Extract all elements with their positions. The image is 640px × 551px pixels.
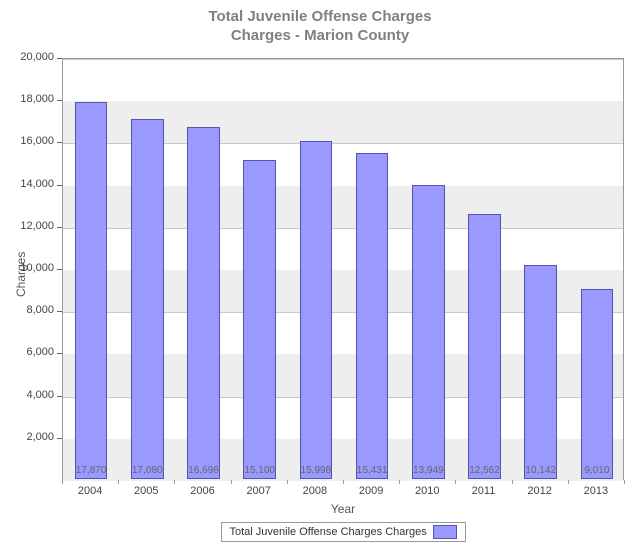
x-tick — [568, 480, 569, 484]
plot-area: 17,870 17,080 16,696 15,100 15,998 15,431 13,9… — [62, 58, 624, 480]
bar-value-label: 15,431 — [357, 465, 388, 476]
bar: 15,998 — [300, 141, 333, 479]
bar: 16,696 — [187, 127, 220, 479]
plot-inner: 17,870 17,080 16,696 15,100 15,998 15,431 13,9… — [63, 59, 623, 479]
y-tick-label: 18,000 — [0, 93, 54, 105]
y-tick-label: 12,000 — [0, 220, 54, 232]
y-tick-label: 14,000 — [0, 178, 54, 190]
x-tick-label: 2012 — [512, 485, 568, 497]
bar: 12,562 — [468, 214, 501, 479]
x-tick — [62, 480, 63, 484]
chart-title: Total Juvenile Offense Charges Charges -… — [0, 8, 640, 46]
y-tick-label: 4,000 — [0, 389, 54, 401]
x-tick — [624, 480, 625, 484]
y-tick-label: 16,000 — [0, 135, 54, 147]
x-tick — [512, 480, 513, 484]
y-tick — [57, 396, 62, 397]
bar-value-label: 16,696 — [188, 465, 219, 476]
x-tick-label: 2013 — [568, 485, 624, 497]
bar: 15,431 — [356, 153, 389, 479]
bar-value-label: 13,949 — [413, 465, 444, 476]
y-tick-label: 2,000 — [0, 431, 54, 443]
y-tick — [57, 438, 62, 439]
x-tick — [455, 480, 456, 484]
y-tick-label: 10,000 — [0, 262, 54, 274]
bar: 9,010 — [581, 289, 614, 479]
legend-label: Total Juvenile Offense Charges Charges — [230, 526, 427, 538]
bar: 15,100 — [243, 160, 276, 479]
y-axis-title: Charges — [14, 252, 28, 297]
x-tick — [231, 480, 232, 484]
y-tick — [57, 58, 62, 59]
bar-value-label: 17,080 — [132, 465, 163, 476]
bar-value-label: 12,562 — [469, 465, 500, 476]
x-tick — [118, 480, 119, 484]
y-tick-label: 8,000 — [0, 304, 54, 316]
y-tick — [57, 269, 62, 270]
gridline — [63, 101, 623, 102]
x-tick — [399, 480, 400, 484]
y-tick — [57, 185, 62, 186]
x-tick-label: 2009 — [343, 485, 399, 497]
bar-value-label: 17,870 — [76, 465, 107, 476]
x-tick-label: 2008 — [287, 485, 343, 497]
chart-title-line2: Charges - Marion County — [0, 27, 640, 46]
x-tick-label: 2011 — [455, 485, 511, 497]
y-tick — [57, 353, 62, 354]
x-tick-label: 2007 — [231, 485, 287, 497]
bar: 10,142 — [524, 265, 557, 479]
y-tick — [57, 100, 62, 101]
chart-container: Total Juvenile Offense Charges Charges -… — [0, 0, 640, 551]
x-tick — [287, 480, 288, 484]
x-axis-title: Year — [62, 502, 624, 516]
x-tick — [174, 480, 175, 484]
legend: Total Juvenile Offense Charges Charges — [221, 522, 466, 542]
bar: 17,080 — [131, 119, 164, 479]
legend-swatch — [433, 525, 457, 539]
chart-title-line1: Total Juvenile Offense Charges — [0, 8, 640, 27]
bar-value-label: 15,100 — [244, 465, 275, 476]
gridline — [63, 59, 623, 60]
x-tick-label: 2004 — [62, 485, 118, 497]
x-tick-label: 2005 — [118, 485, 174, 497]
bar-value-label: 15,998 — [301, 465, 332, 476]
y-tick-label: 6,000 — [0, 346, 54, 358]
bar-value-label: 10,142 — [525, 465, 556, 476]
y-tick-label: 20,000 — [0, 51, 54, 63]
bar: 13,949 — [412, 185, 445, 479]
x-tick — [343, 480, 344, 484]
bar-value-label: 9,010 — [582, 465, 613, 476]
x-tick-label: 2010 — [399, 485, 455, 497]
y-tick — [57, 311, 62, 312]
y-tick — [57, 142, 62, 143]
x-tick-label: 2006 — [174, 485, 230, 497]
bar: 17,870 — [75, 102, 108, 479]
y-tick — [57, 227, 62, 228]
